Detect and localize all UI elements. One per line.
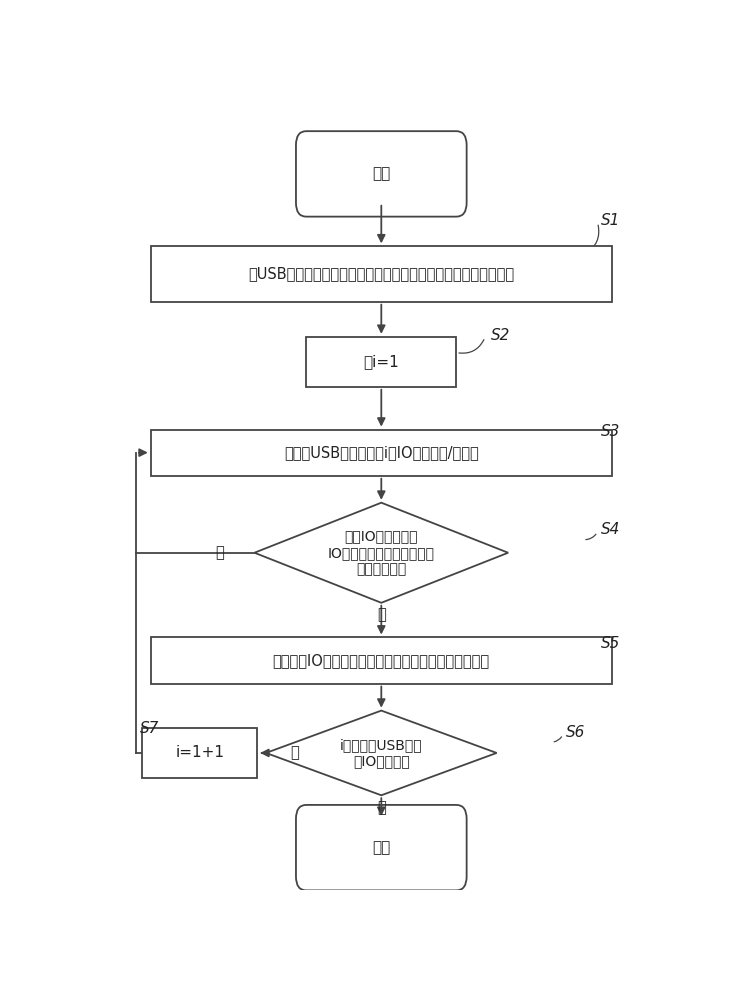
Text: 在USB线缆的两个端口处分别安装一测量工具，并进行初始化处理: 在USB线缆的两个端口处分别安装一测量工具，并进行初始化处理 — [248, 266, 514, 282]
Text: 否: 否 — [377, 607, 385, 622]
Text: 否: 否 — [290, 745, 299, 760]
Text: 向所述USB线缆中的第i个IO口发送高/低电平: 向所述USB线缆中的第i个IO口发送高/低电平 — [284, 445, 478, 460]
Text: S7: S7 — [141, 721, 160, 736]
Text: 是: 是 — [377, 800, 385, 815]
Text: S2: S2 — [491, 328, 510, 343]
Text: i是否等于USB线缆
中IO线的总数: i是否等于USB线缆 中IO线的总数 — [340, 738, 423, 768]
Text: 检测IO线与相连的
IO线是否短路并将测试结果
存放至寄存器: 检测IO线与相连的 IO线是否短路并将测试结果 存放至寄存器 — [328, 530, 434, 576]
Bar — [150, 246, 612, 302]
FancyBboxPatch shape — [296, 131, 466, 217]
Text: S1: S1 — [600, 213, 620, 228]
Bar — [150, 430, 612, 476]
Text: S6: S6 — [566, 725, 586, 740]
Text: S5: S5 — [600, 636, 620, 651]
Polygon shape — [266, 711, 497, 795]
Bar — [307, 337, 456, 387]
Text: 检测所述IO线是否断路并将测试结果存放至所述寄存器: 检测所述IO线是否断路并将测试结果存放至所述寄存器 — [273, 653, 490, 668]
Bar — [150, 637, 612, 684]
Text: 结束: 结束 — [372, 840, 391, 855]
Text: 开始: 开始 — [372, 166, 391, 181]
Text: 是: 是 — [216, 545, 224, 560]
Polygon shape — [254, 503, 508, 603]
FancyBboxPatch shape — [296, 805, 466, 890]
Text: 令i=1: 令i=1 — [363, 354, 400, 369]
Text: S4: S4 — [600, 522, 620, 537]
Text: i=1+1: i=1+1 — [175, 745, 224, 760]
Text: S3: S3 — [600, 424, 620, 439]
Bar — [142, 728, 257, 778]
